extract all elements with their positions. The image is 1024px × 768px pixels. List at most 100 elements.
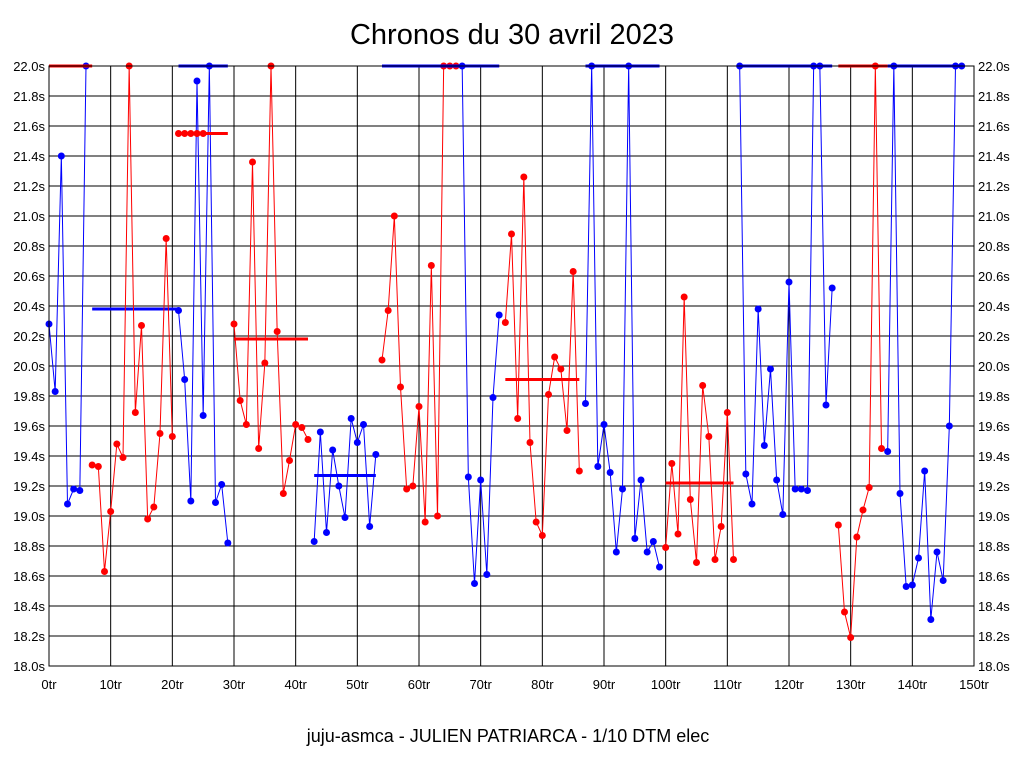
lap-point — [421, 518, 429, 526]
lap-point — [649, 538, 657, 545]
y-tick-label: 20.0s — [13, 359, 45, 374]
lap-point — [582, 400, 589, 407]
x-tick-label: 70tr — [469, 677, 492, 692]
lap-point — [933, 548, 941, 556]
lap-point — [51, 388, 59, 395]
lap-point — [594, 463, 602, 470]
lap-point — [409, 482, 417, 490]
lap-point — [384, 307, 392, 314]
lap-point — [514, 415, 522, 422]
chart-grid — [48, 65, 975, 667]
lap-point — [489, 394, 497, 401]
lap-point — [212, 499, 219, 506]
y-tick-label: 19.6s — [13, 419, 45, 434]
lap-point — [76, 487, 84, 494]
y-tick-label: 22.0s — [13, 59, 45, 74]
lap-point — [193, 130, 201, 137]
lap-point — [236, 397, 244, 404]
x-axis: 0tr 10tr 20tr 30tr 40tr 50tr 60tr 70tr 80tr 90tr 1… — [41, 677, 989, 692]
y-axis-left: 18.0s 18.2s 18.4s 18.6s 18.8s 19.0s 19.2s 19.4s… — [13, 59, 45, 674]
lap-point — [144, 515, 152, 523]
lap-point — [711, 556, 719, 563]
lap-point — [187, 497, 195, 505]
lap-point — [804, 487, 811, 494]
lap-point — [353, 439, 361, 446]
y-tick-label: 18.2s — [13, 629, 45, 644]
y-tick-label-right: 18.6s — [978, 569, 1010, 584]
lap-point — [619, 485, 626, 493]
y-tick-label: 18.6s — [13, 569, 45, 584]
lap-point — [841, 608, 848, 616]
series-group — [49, 62, 176, 575]
lap-point — [193, 77, 201, 85]
y-tick-label: 19.2s — [13, 479, 45, 494]
lap-point — [94, 463, 102, 470]
lap-point — [501, 319, 509, 326]
lap-point — [64, 500, 71, 508]
lap-point — [674, 530, 682, 538]
series-line — [887, 65, 962, 620]
y-tick-label-right: 21.6s — [978, 119, 1010, 134]
x-tick-label: 100tr — [651, 677, 681, 692]
x-tick-label: 30tr — [223, 677, 246, 692]
y-tick-label: 21.6s — [13, 119, 45, 134]
series-group — [175, 130, 228, 137]
series-line — [837, 65, 882, 638]
lap-point — [896, 490, 904, 497]
series-line — [233, 65, 309, 494]
lap-point — [181, 130, 189, 137]
lap-point — [261, 359, 269, 367]
y-tick-label: 20.4s — [13, 299, 45, 314]
y-tick-label: 21.4s — [13, 149, 45, 164]
lap-point — [471, 580, 478, 587]
y-tick-label-right: 21.8s — [978, 89, 1010, 104]
lap-point — [483, 571, 491, 578]
lap-point — [637, 476, 645, 484]
y-tick-label: 19.0s — [13, 509, 45, 524]
lap-point — [656, 563, 663, 571]
y-tick-label: 21.8s — [13, 89, 45, 104]
lap-point — [181, 376, 189, 383]
x-tick-label: 50tr — [346, 677, 369, 692]
y-tick-label: 20.2s — [13, 329, 45, 344]
lap-point — [680, 293, 688, 301]
lap-point — [88, 461, 96, 469]
y-tick-label: 18.4s — [13, 599, 45, 614]
series-group — [582, 62, 663, 571]
lap-point — [249, 158, 256, 166]
lap-point — [884, 448, 892, 455]
lap-point — [717, 523, 725, 530]
y-axis-right: 18.0s 18.2s 18.4s 18.6s 18.8s 19.0s 19.2s 19.4s… — [978, 59, 1010, 674]
lap-point — [150, 503, 158, 511]
lap-point — [508, 230, 515, 238]
lap-point — [316, 428, 324, 436]
lap-point — [760, 442, 768, 449]
x-tick-label: 110tr — [713, 677, 742, 692]
lap-point — [298, 424, 306, 431]
x-tick-label: 90tr — [593, 677, 616, 692]
x-tick-label: 130tr — [836, 677, 866, 692]
y-tick-label-right: 18.4s — [978, 599, 1010, 614]
lap-point — [273, 328, 281, 335]
series-group — [834, 62, 888, 641]
lap-point — [329, 446, 337, 454]
lap-point — [175, 130, 182, 137]
lap-point — [366, 523, 374, 530]
lap-point — [168, 433, 176, 440]
x-tick-label: 40tr — [284, 677, 307, 692]
lap-point — [397, 383, 404, 391]
lap-point — [569, 268, 577, 275]
series-group — [45, 62, 179, 508]
y-tick-label-right: 20.8s — [978, 239, 1010, 254]
lap-point — [612, 548, 620, 556]
y-tick-label-right: 20.4s — [978, 299, 1010, 314]
lap-point — [767, 365, 774, 373]
lap-point — [70, 485, 78, 493]
lap-point — [156, 430, 164, 437]
lap-point — [545, 391, 552, 398]
lap-point — [107, 508, 115, 515]
y-tick-label: 19.8s — [13, 389, 45, 404]
lap-point — [415, 403, 423, 410]
lap-point — [347, 415, 355, 422]
